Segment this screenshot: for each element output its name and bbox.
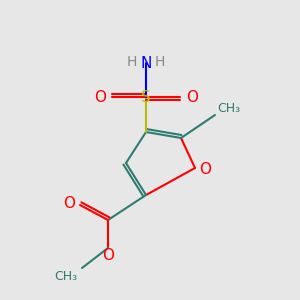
Text: O: O: [102, 248, 114, 263]
Text: O: O: [199, 163, 211, 178]
Text: S: S: [141, 89, 151, 104]
Text: H: H: [155, 55, 165, 69]
Text: N: N: [140, 56, 152, 70]
Text: O: O: [94, 89, 106, 104]
Text: CH₃: CH₃: [218, 103, 241, 116]
Text: O: O: [186, 89, 198, 104]
Text: O: O: [63, 196, 75, 211]
Text: H: H: [127, 55, 137, 69]
Text: CH₃: CH₃: [54, 269, 78, 283]
